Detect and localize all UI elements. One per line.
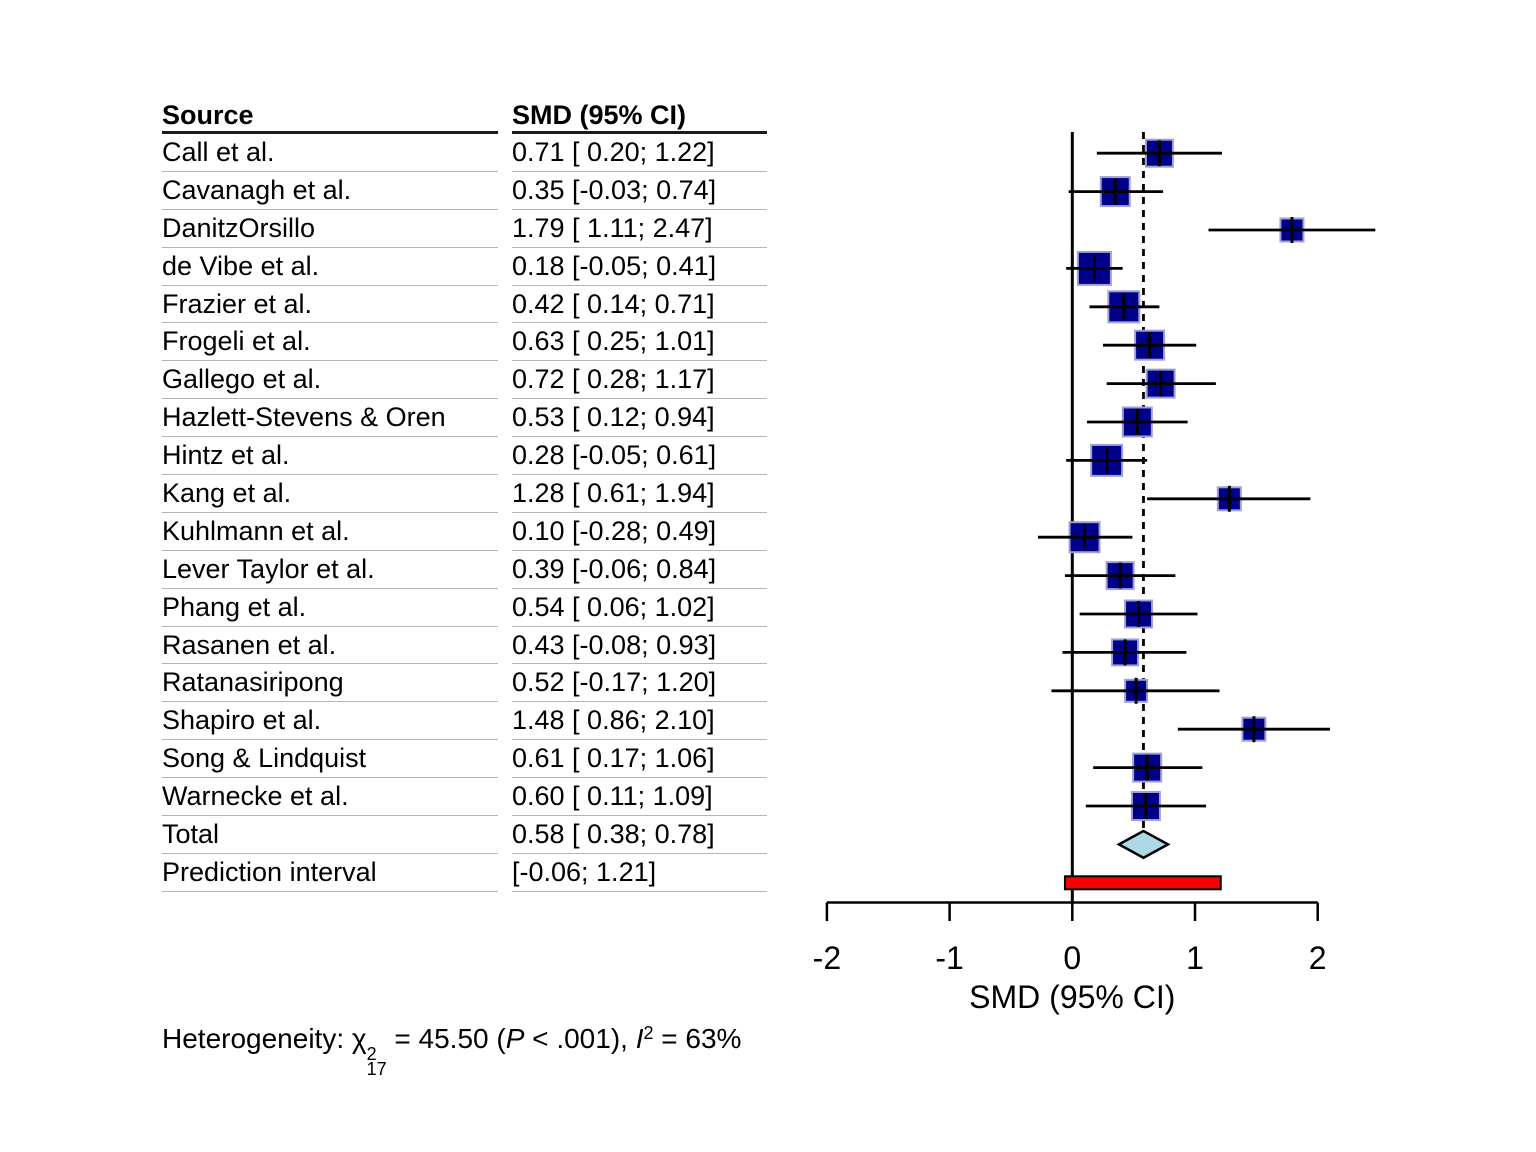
prediction-interval-bar	[1063, 875, 1222, 891]
smd-cell: [-0.06; 1.21]	[512, 854, 767, 892]
chi-value: = 45.50 (	[386, 1023, 506, 1054]
smd-cell: 1.79 [ 1.11; 2.47]	[512, 210, 767, 248]
source-cell: Frogeli et al.	[162, 323, 498, 362]
smd-cell: 1.48 [ 0.86; 2.10]	[512, 702, 767, 741]
source-cell: Ratanasiripong	[162, 664, 498, 703]
heterogeneity-note: Heterogeneity: χ 2 17 = 45.50 (P < .001), …	[162, 1021, 742, 1079]
source-cell: Prediction interval	[162, 854, 498, 892]
study-marker	[1089, 290, 1160, 324]
smd-cell: 0.43 [-0.08; 0.93]	[512, 627, 767, 665]
x-axis-tick-label: 2	[1309, 940, 1327, 976]
source-cell: Cavanagh et al.	[162, 172, 498, 210]
chi-supsub: 2 17	[366, 1044, 387, 1079]
smd-cell: 1.28 [ 0.61; 1.94]	[512, 475, 767, 513]
smd-cell: 0.52 [-0.17; 1.20]	[512, 664, 767, 703]
study-marker	[1064, 561, 1176, 591]
source-cell: Frazier et al.	[162, 286, 498, 324]
heterogeneity-prefix: Heterogeneity:	[162, 1023, 352, 1054]
total-diamond	[1116, 829, 1171, 860]
source-cell: Call et al.	[162, 134, 498, 172]
smd-cell: 0.10 [-0.28; 0.49]	[512, 513, 767, 551]
study-marker	[1102, 329, 1197, 361]
chi-symbol: χ	[351, 1023, 367, 1054]
study-marker	[1085, 791, 1207, 821]
source-cell: DanitzOrsillo	[162, 210, 498, 248]
study-marker	[1066, 443, 1148, 477]
i-squared-value: = 63%	[653, 1023, 742, 1054]
smd-cell: 0.53 [ 0.12; 0.94]	[512, 399, 767, 438]
study-marker	[1051, 677, 1220, 704]
study-marker	[1087, 406, 1188, 438]
smd-cell: 0.18 [-0.05; 0.41]	[512, 248, 767, 286]
p-label: P	[505, 1023, 525, 1054]
study-marker	[1068, 176, 1164, 208]
smd-cell: 0.60 [ 0.11; 1.09]	[512, 778, 767, 817]
smd-cell: 0.42 [ 0.14; 0.71]	[512, 286, 767, 324]
study-marker	[1177, 716, 1330, 743]
source-cell: Total	[162, 816, 498, 854]
smd-cell: 0.54 [ 0.06; 1.02]	[512, 589, 767, 627]
smd-cell: 0.61 [ 0.17; 1.06]	[512, 740, 767, 779]
study-marker	[1147, 485, 1311, 512]
study-table: Source SMD (95% CI) Call et al. 0.71 [ 0.…	[162, 99, 768, 892]
source-column-header: Source	[162, 99, 498, 134]
source-cell: Song & Lindquist	[162, 740, 498, 779]
smd-cell: 0.63 [ 0.25; 1.01]	[512, 323, 767, 362]
x-axis-tick-label: -2	[813, 940, 841, 976]
study-marker	[1096, 138, 1222, 168]
source-cell: de Vibe et al.	[162, 248, 498, 286]
source-cell: Hintz et al.	[162, 437, 498, 476]
smd-cell: 0.72 [ 0.28; 1.17]	[512, 361, 767, 400]
smd-cell: 0.39 [-0.06; 0.84]	[512, 551, 767, 589]
p-value: < .001),	[524, 1023, 636, 1054]
study-marker	[1062, 638, 1187, 667]
source-cell: Shapiro et al.	[162, 702, 498, 741]
source-cell: Warnecke et al.	[162, 778, 498, 817]
x-axis-tick-label: 0	[1063, 940, 1081, 976]
i-squared-label: I	[635, 1023, 644, 1054]
i-squared-exponent: 2	[643, 1023, 654, 1043]
x-axis-tick-label: 1	[1186, 940, 1204, 976]
smd-cell: 0.35 [-0.03; 0.74]	[512, 172, 767, 210]
study-marker	[1037, 521, 1133, 554]
smd-cell: 0.71 [ 0.20; 1.22]	[512, 134, 767, 172]
study-marker	[1093, 752, 1203, 783]
study-marker	[1208, 217, 1376, 243]
source-cell: Phang et al.	[162, 589, 498, 627]
study-marker	[1079, 599, 1198, 629]
smd-column-header: SMD (95% CI)	[512, 99, 767, 134]
smd-cell: 0.58 [ 0.38; 0.78]	[512, 816, 767, 854]
source-cell: Gallego et al.	[162, 361, 498, 400]
x-axis-tick-label: -1	[935, 940, 963, 976]
x-axis-title: SMD (95% CI)	[969, 979, 1175, 1015]
source-cell: Kuhlmann et al.	[162, 513, 498, 551]
source-cell: Lever Taylor et al.	[162, 551, 498, 589]
source-cell: Rasanen et al.	[162, 627, 498, 665]
study-marker	[1106, 368, 1216, 399]
study-marker	[1066, 250, 1123, 286]
source-cell: Hazlett-Stevens & Oren	[162, 399, 498, 438]
smd-cell: 0.28 [-0.05; 0.61]	[512, 437, 767, 476]
source-cell: Kang et al.	[162, 475, 498, 513]
